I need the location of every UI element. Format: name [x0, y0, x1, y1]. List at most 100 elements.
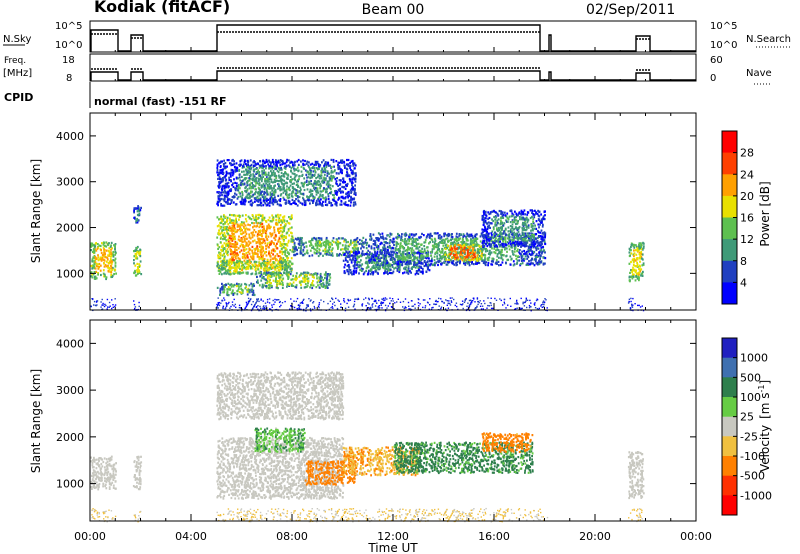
- data-cell: [95, 242, 97, 245]
- data-cell: [241, 180, 243, 183]
- ground-scatter-cell: [378, 308, 380, 310]
- data-cell: [268, 246, 270, 249]
- data-cell: [111, 253, 114, 256]
- data-cell: [346, 173, 349, 176]
- data-cell: [361, 269, 363, 272]
- data-cell: [348, 177, 351, 181]
- data-cell: [114, 250, 117, 253]
- data-cell: [422, 270, 424, 273]
- data-cell: [353, 187, 356, 190]
- ground-scatter-cell: [545, 299, 547, 301]
- data-cell: [228, 172, 231, 175]
- data-cell: [230, 250, 233, 253]
- data-cell: [264, 242, 267, 245]
- data-cell: [287, 174, 290, 177]
- ground-scatter-cell: [380, 304, 382, 306]
- data-cell: [282, 191, 285, 194]
- data-cell: [315, 244, 318, 247]
- data-cell: [306, 285, 308, 288]
- data-cell: [318, 237, 321, 240]
- data-cell: [277, 287, 279, 290]
- data-cell: [253, 248, 256, 251]
- data-cell: [253, 180, 256, 183]
- data-cell: [394, 247, 397, 250]
- data-cell: [139, 252, 141, 255]
- data-cell: [351, 187, 353, 190]
- data-cell: [268, 250, 270, 253]
- data-cell: [314, 186, 317, 189]
- data-cell: [240, 182, 243, 185]
- data-cell: [283, 198, 286, 201]
- data-cell: [379, 264, 381, 267]
- data-cell: [289, 175, 292, 178]
- data-cell: [354, 201, 357, 204]
- data-cell: [320, 279, 322, 282]
- beam-title: Beam 00: [362, 2, 425, 18]
- data-cell: [404, 253, 407, 256]
- data-cell: [354, 203, 357, 206]
- data-cell: [302, 272, 304, 275]
- data-cell: [265, 247, 267, 250]
- data-cell: [228, 198, 231, 201]
- data-cell: [266, 227, 268, 230]
- data-cell: [272, 216, 275, 219]
- data-cell: [300, 181, 303, 185]
- data-cell: [391, 240, 394, 243]
- data-cell: [274, 271, 276, 275]
- data-cell: [268, 281, 271, 284]
- ground-scatter-cell: [502, 304, 504, 306]
- ground-scatter-cell: [101, 308, 104, 310]
- data-cell: [414, 273, 417, 276]
- data-cell: [220, 221, 222, 225]
- data-cell: [266, 270, 269, 273]
- data-cell: [255, 217, 258, 220]
- data-cell: [138, 214, 141, 217]
- data-cell: [394, 253, 397, 256]
- data-cell: [329, 187, 332, 190]
- data-cell: [222, 198, 225, 201]
- data-cell: [133, 259, 135, 262]
- data-cell: [287, 239, 290, 242]
- data-cell: [322, 243, 325, 247]
- ground-scatter-cell: [258, 300, 260, 303]
- data-cell: [325, 242, 328, 245]
- data-cell: [382, 235, 384, 238]
- data-cell: [396, 269, 399, 272]
- ground-scatter-cell: [296, 307, 298, 310]
- data-cell: [223, 291, 226, 294]
- data-cell: [286, 265, 289, 268]
- data-cell: [248, 216, 251, 219]
- data-cell: [308, 182, 311, 185]
- data-cell: [322, 285, 324, 288]
- data-cell: [352, 254, 355, 257]
- data-cell: [374, 270, 377, 273]
- data-cell: [233, 162, 236, 166]
- data-cell: [283, 271, 285, 275]
- ground-scatter-cell: [106, 308, 108, 310]
- data-cell: [226, 288, 229, 291]
- data-cell: [218, 218, 220, 221]
- data-cell: [133, 216, 136, 219]
- data-cell: [101, 256, 104, 259]
- data-cell: [514, 248, 516, 251]
- data-cell: [135, 254, 137, 257]
- data-cell: [92, 256, 95, 259]
- data-cell: [322, 249, 325, 252]
- data-cell: [247, 240, 250, 243]
- data-cell: [372, 272, 375, 275]
- data-cell: [313, 196, 316, 199]
- data-cell: [277, 255, 280, 258]
- ground-scatter-cell: [298, 308, 301, 310]
- data-cell: [315, 240, 318, 243]
- ground-scatter-cell: [446, 304, 448, 306]
- data-cell: [244, 234, 247, 238]
- data-cell: [231, 243, 234, 246]
- ground-scatter-cell: [418, 305, 420, 307]
- ground-scatter-cell: [337, 299, 339, 301]
- data-cell: [295, 174, 298, 177]
- data-cell: [411, 236, 414, 239]
- data-cell: [93, 261, 96, 265]
- data-cell: [373, 247, 376, 250]
- data-cell: [226, 254, 229, 257]
- data-cell: [224, 265, 227, 269]
